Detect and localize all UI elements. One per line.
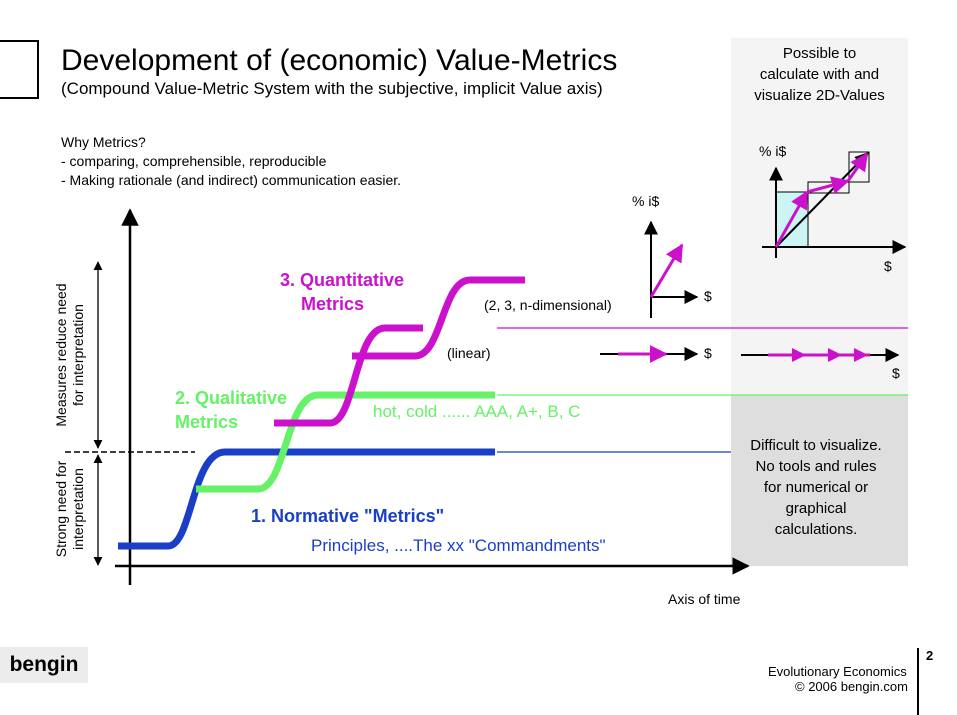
page-number: 2 [926, 648, 934, 663]
y-label-lower-line-1: Strong need for [53, 460, 69, 558]
panel-difficult-line-3: for numerical or [763, 479, 869, 496]
normative-curve [118, 448, 495, 550]
normative-title: 1. Normative "Metrics" [251, 506, 445, 526]
qualitative-title-1: 2. Qualitative [175, 388, 288, 408]
quantitative-curve-high [352, 276, 525, 360]
linear-right-x-label: $ [892, 365, 900, 381]
why-point-2: - Making rationale (and indirect) commun… [61, 172, 402, 188]
panel-2d-line-1: Possible to [782, 45, 857, 62]
panel-2d-line-2: calculate with and [759, 66, 880, 83]
panel-2d-line-3: visualize 2D-Values [754, 87, 885, 104]
panel-difficult-line-5: calculations. [774, 521, 858, 538]
quantitative-dims: (2, 3, n-dimensional) [484, 297, 612, 313]
why-point-1: - comparing, comprehensible, reproducibl… [61, 153, 327, 169]
quantitative-title-1: 3. Quantitative [280, 270, 405, 290]
x-axis-label: Axis of time [668, 591, 741, 607]
2d-x-label: $ [884, 258, 892, 274]
mini-y-label: % i$ [632, 193, 660, 209]
panel-difficult-text: Difficult to visualize. No tools and rul… [731, 435, 901, 540]
panel-2d-possible [731, 38, 908, 395]
panel-difficult-line-1: Difficult to visualize. [750, 437, 882, 454]
2d-vector-1 [774, 190, 809, 248]
linear-chain-head-2 [828, 348, 842, 362]
panel-2d-text: Possible to calculate with and visualize… [731, 43, 908, 106]
panel-difficult-line-2: No tools and rules [755, 458, 877, 475]
panel-difficult-line-4: graphical [785, 500, 847, 517]
logo-frame [0, 40, 39, 99]
normative-example: Principles, ....The xx "Commandments" [311, 536, 606, 555]
panel-difficult [731, 395, 908, 566]
page-subtitle: (Compound Value-Metric System with the s… [61, 79, 603, 98]
y-label-lower: Strong need for interpretation [53, 449, 87, 569]
mini-vector-arrow [649, 243, 684, 298]
2d-y-label: % i$ [759, 143, 787, 159]
y-label-upper-line-1: Measures reduce need [53, 283, 69, 427]
y-label-upper: Measures reduce need for interpretation [53, 265, 87, 445]
linear-chain-head-3 [854, 348, 868, 362]
qualitative-example: hot, cold ...... AAA, A+, B, C [373, 402, 581, 421]
brand-logo: bengin [0, 647, 88, 683]
quantitative-linear: (linear) [447, 345, 491, 361]
y-label-lower-line-2: interpretation [70, 468, 86, 550]
y-label-upper-line-2: for interpretation [70, 304, 86, 406]
page-title: Development of (economic) Value-Metrics [61, 44, 618, 77]
qualitative-title-2: Metrics [175, 412, 239, 432]
linear-chain-head-1 [792, 348, 806, 362]
footer-org: Evolutionary Economics [768, 664, 907, 679]
why-heading: Why Metrics? [61, 134, 146, 150]
quantitative-title-2: Metrics [301, 294, 365, 314]
2d-vector-3 [846, 152, 869, 182]
quantitative-curve-low [274, 324, 423, 427]
2d-vector-2 [806, 176, 850, 194]
linear-x-label: $ [704, 345, 712, 361]
qualitative-curve [196, 391, 495, 493]
footer-copyright: © 2006 bengin.com [795, 679, 908, 694]
mini-x-label: $ [704, 288, 712, 304]
